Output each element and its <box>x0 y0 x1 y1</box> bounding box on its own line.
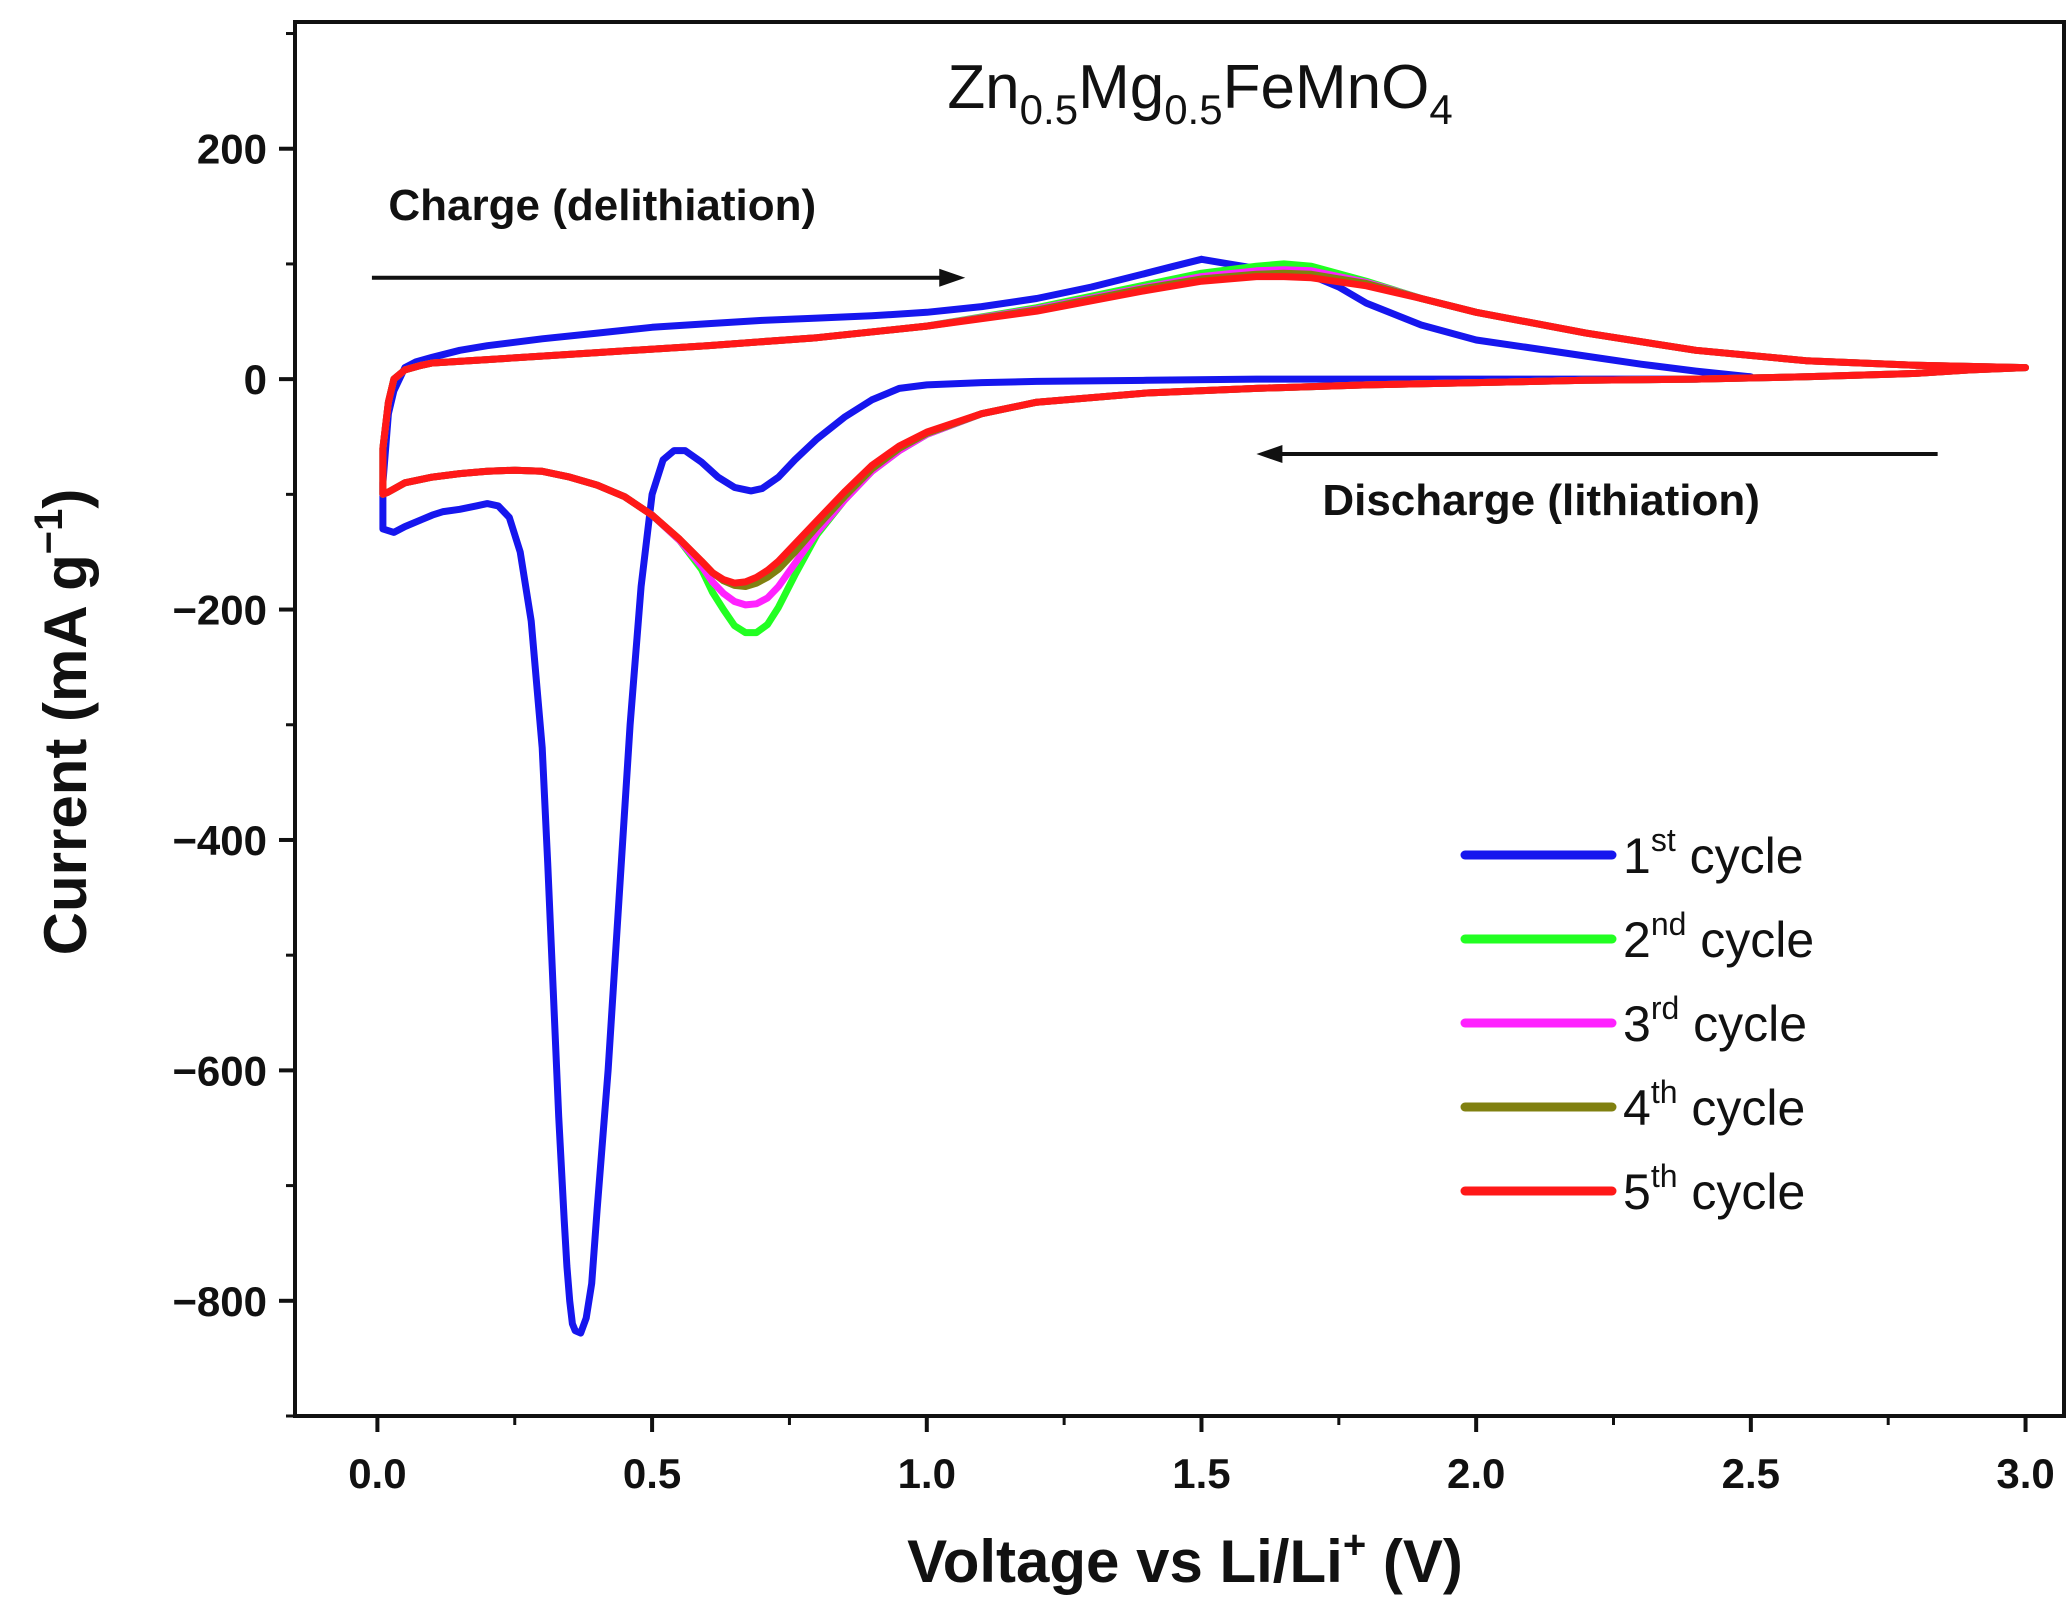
x-tick-label: 0.0 <box>348 1450 406 1497</box>
annotations: Charge (delithiation) Discharge (lithiat… <box>371 181 1938 525</box>
x-tick-label: 3.0 <box>1996 1450 2054 1497</box>
x-axis-ticks: 0.0 0.5 1.0 1.5 2.0 2.5 3.0 <box>348 1416 2055 1497</box>
series-line-3 <box>379 266 2029 609</box>
legend: 1st cycle 2nd cycle 3rd cycle 4th cycle 5th … <box>1460 822 1814 1220</box>
y-tick-label: 0 <box>244 356 267 403</box>
y-axis-ticks: 200 0 −200 −400 −600 −800 <box>172 32 295 1418</box>
series-curves <box>379 255 2029 1337</box>
charge-arrow-head <box>939 268 966 287</box>
plot-frame <box>293 20 2066 1418</box>
legend-label-4: 4th cycle <box>1623 1074 1805 1136</box>
y-tick-label: −800 <box>172 1278 267 1325</box>
x-tick-label: 2.0 <box>1447 1450 1505 1497</box>
series-line-4 <box>379 269 2029 590</box>
charge-annotation: Charge (delithiation) <box>388 181 816 230</box>
chart-title: Zn0.5Mg0.5FeMnO4 <box>947 53 1452 133</box>
x-tick-label: 2.5 <box>1722 1450 1780 1497</box>
series-line-1 <box>379 255 1755 1337</box>
discharge-annotation: Discharge (lithiation) <box>1322 476 1760 525</box>
y-tick-label: 200 <box>197 126 267 173</box>
discharge-arrow-head <box>1256 445 1283 464</box>
x-tick-label: 1.0 <box>898 1450 956 1497</box>
series-line-2 <box>379 260 2029 637</box>
x-tick-label: 0.5 <box>623 1450 681 1497</box>
series-line-5 <box>379 273 2029 587</box>
y-tick-label: −600 <box>172 1047 267 1094</box>
y-tick-label: −400 <box>172 817 267 864</box>
legend-label-3: 3rd cycle <box>1623 990 1807 1052</box>
x-axis-title: Voltage vs Li/Li+ (V) <box>907 1523 1463 1595</box>
legend-label-5: 5th cycle <box>1623 1158 1805 1220</box>
legend-label-1: 1st cycle <box>1623 822 1804 884</box>
y-axis-title: Current (mA g−1) <box>27 489 99 956</box>
legend-label-2: 2nd cycle <box>1623 906 1814 968</box>
x-tick-label: 1.5 <box>1172 1450 1230 1497</box>
y-tick-label: −200 <box>172 587 267 634</box>
